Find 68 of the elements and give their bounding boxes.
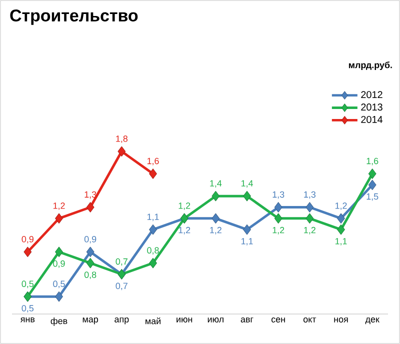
- data-label: 1,2: [53, 202, 65, 210]
- data-label: 1,6: [147, 158, 159, 166]
- point: [337, 224, 345, 235]
- chart-title: Строительство: [10, 10, 138, 25]
- point: [306, 202, 314, 212]
- data-label: 1,2: [304, 226, 316, 234]
- data-label: 1,4: [241, 180, 253, 188]
- x-tick-label: ноя: [334, 318, 348, 322]
- point: [118, 146, 126, 157]
- x-tick-label: май: [146, 318, 160, 324]
- data-label: 1,2: [335, 202, 347, 210]
- point: [337, 213, 345, 224]
- x-tick-label: июн: [176, 318, 192, 322]
- point: [274, 213, 282, 224]
- legend-label: 2014: [361, 116, 383, 124]
- x-tick-label: авг: [240, 318, 254, 322]
- data-label: 1,4: [210, 180, 222, 188]
- point: [55, 291, 63, 302]
- data-label: 0,5: [22, 305, 34, 312]
- data-label: 1,8: [116, 136, 128, 143]
- data-label: 0,8: [84, 272, 96, 279]
- point: [55, 246, 63, 258]
- data-label: 0,9: [22, 236, 34, 244]
- data-label: 0,5: [22, 280, 34, 288]
- data-label: 1,3: [304, 191, 316, 199]
- x-tick-label: фев: [50, 318, 68, 326]
- point: [368, 168, 376, 179]
- data-label: 1,2: [210, 226, 222, 234]
- point: [306, 213, 314, 224]
- data-label: 0,7: [116, 282, 128, 290]
- text: млрд.руб.: [348, 62, 392, 70]
- x-tick-label: окт: [303, 318, 316, 322]
- point: [24, 246, 32, 258]
- point: [149, 224, 157, 235]
- data-label: 1,2: [178, 226, 190, 234]
- data-label: 1,5: [366, 193, 378, 201]
- data-label: 1,1: [335, 238, 347, 246]
- data-label: 1,1: [147, 214, 159, 222]
- data-label: 1,2: [178, 202, 190, 210]
- x-tick-label: сен: [272, 318, 285, 322]
- x-tick-label: янв: [20, 318, 35, 322]
- data-label: 1,2: [272, 226, 284, 234]
- x-tick-label: мар: [82, 318, 98, 324]
- point: [243, 190, 251, 202]
- point: [55, 213, 63, 224]
- point: [86, 202, 94, 212]
- point: [368, 180, 376, 190]
- point: [86, 246, 94, 258]
- data-label: 0,9: [84, 236, 96, 244]
- data-label: 1,6: [366, 158, 378, 166]
- data-label: 0,7: [116, 258, 128, 266]
- data-label: 0,8: [147, 247, 159, 255]
- point: [149, 258, 157, 268]
- x-tick-label: июл: [208, 318, 224, 322]
- point: [86, 258, 94, 268]
- legend-label: 2012: [361, 91, 382, 98]
- x-tick-label: апр: [114, 318, 129, 324]
- data-label: 0,5: [53, 280, 65, 288]
- point: [274, 202, 282, 212]
- legend-label: 2013: [361, 104, 382, 111]
- data-label: 1,1: [241, 238, 253, 246]
- data-label: 1,3: [272, 191, 284, 199]
- point: [212, 190, 220, 202]
- point: [243, 224, 251, 235]
- x-tick-label: дек: [365, 318, 380, 324]
- data-label: 0,9: [53, 260, 65, 268]
- point: [149, 168, 157, 179]
- point: [212, 213, 220, 224]
